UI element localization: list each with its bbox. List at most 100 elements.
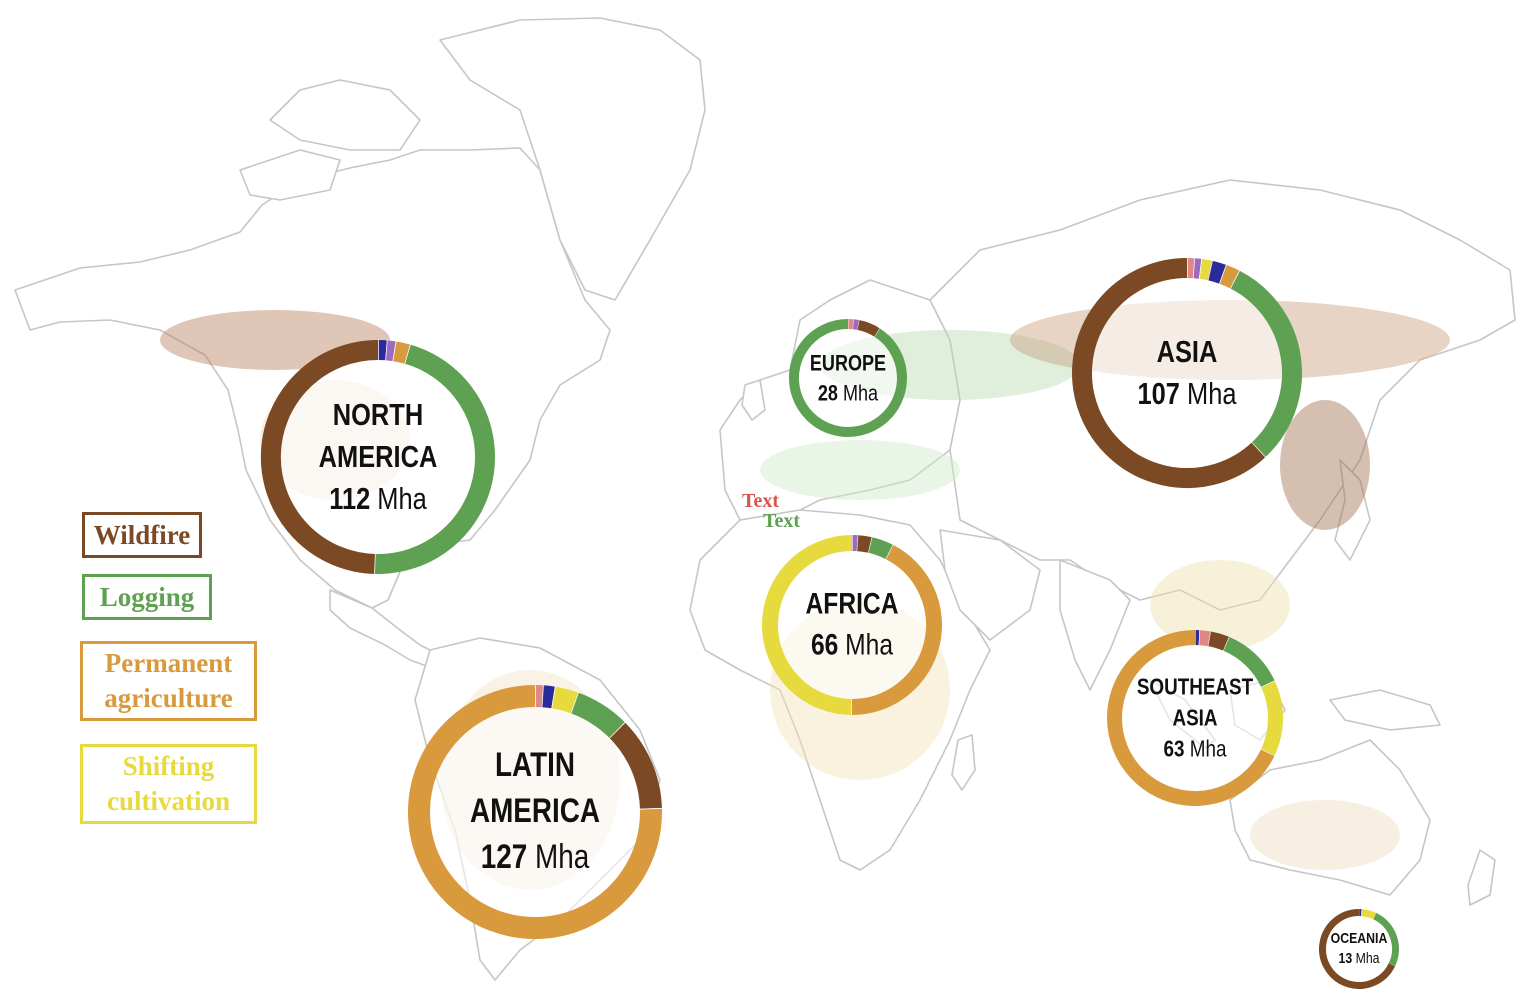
region-name-line: LATIN xyxy=(494,746,576,785)
donut-segment-wildfire xyxy=(609,722,662,810)
region-label-southeast-asia: SOUTHEAST ASIA 63 Mha xyxy=(1124,671,1266,764)
region-amount-unit: Mha xyxy=(1179,376,1237,411)
region-name-line: NORTH xyxy=(332,397,424,433)
donut-segment-wildfire xyxy=(1319,909,1396,989)
donut-oceania xyxy=(1319,908,1399,989)
land-use-patch xyxy=(1150,560,1290,650)
region-amount: 28 Mha xyxy=(810,378,886,408)
donut-center xyxy=(1082,268,1292,478)
region-amount: 107 Mha xyxy=(1138,373,1237,415)
land-use-patch xyxy=(1250,800,1400,870)
region-label-europe: EUROPE 28 Mha xyxy=(802,348,895,407)
donut-southeast-asia xyxy=(1107,629,1283,806)
legend-logging: Logging xyxy=(82,574,212,620)
region-amount-value: 13 xyxy=(1338,950,1353,967)
uk-outline xyxy=(741,379,766,421)
donut-segment-minor-pink xyxy=(1198,630,1211,647)
australia-outline xyxy=(1229,739,1431,896)
donut-separator xyxy=(608,721,626,739)
donut-segment-permanent-agriculture xyxy=(1107,630,1275,806)
donut-segment-urbanization xyxy=(541,685,555,709)
region-name-line: EUROPE xyxy=(809,350,887,376)
donut-north-america xyxy=(260,339,496,575)
donut-latin-america xyxy=(408,684,663,939)
donut-segment-minor-violet xyxy=(385,340,396,362)
region-amount-unit: Mha xyxy=(837,380,879,405)
donut-segment-permanent-agriculture xyxy=(408,685,662,939)
region-label-oceania: OCEANIA 13 Mha xyxy=(1324,929,1393,970)
donut-segment-logging xyxy=(1372,912,1399,967)
greenland-outline xyxy=(439,17,706,301)
region-amount-value: 66 xyxy=(810,628,839,661)
region-name-line: AMERICA xyxy=(469,792,601,831)
new-guinea-outline xyxy=(1329,689,1441,731)
donut-segment-logging xyxy=(1229,270,1302,457)
region-name-line: ASIA xyxy=(1156,334,1218,370)
region-name-line: ASIA xyxy=(1172,704,1218,731)
legend-permanent-agriculture: Permanent agriculture xyxy=(80,641,257,721)
region-amount-unit: Mha xyxy=(527,837,590,876)
donut-center xyxy=(770,543,934,707)
region-amount: 13 Mha xyxy=(1331,949,1388,969)
donut-segment-logging xyxy=(788,319,907,437)
region-amount-unit: Mha xyxy=(370,480,427,516)
region-donuts xyxy=(260,257,1399,989)
new-zealand-outline xyxy=(1467,849,1496,906)
donut-center xyxy=(794,324,902,432)
donut-segment-shifting-cultivation xyxy=(762,535,853,715)
region-amount: 112 Mha xyxy=(319,478,438,520)
donut-segment-minor-violet xyxy=(852,319,860,330)
donut-center xyxy=(1114,637,1276,799)
donut-segment-wildfire xyxy=(856,535,872,553)
madagascar-outline xyxy=(951,734,976,791)
region-name-line: OCEANIA xyxy=(1330,929,1388,947)
region-amount: 127 Mha xyxy=(470,835,600,881)
region-amount-value: 63 xyxy=(1163,735,1185,762)
donut-segment-shifting-cultivation xyxy=(1260,680,1283,756)
region-name-line: AMERICA xyxy=(318,439,438,475)
region-amount-value: 107 xyxy=(1137,376,1180,411)
region-amount-unit: Mha xyxy=(1352,950,1380,967)
donut-asia xyxy=(1072,257,1302,488)
donut-segment-wildfire xyxy=(260,340,379,574)
donut-segment-shifting-cultivation xyxy=(551,686,579,714)
arctic-islands-outline xyxy=(269,79,421,151)
donut-segment-shifting-cultivation xyxy=(1360,909,1377,920)
donut-segment-urbanization xyxy=(1207,260,1226,284)
donut-segment-permanent-agriculture xyxy=(1219,264,1240,289)
region-label-africa: AFRICA 66 Mha xyxy=(795,585,908,666)
region-amount-value: 112 xyxy=(329,480,371,516)
legend-permanent-agriculture-label: Permanent agriculture xyxy=(104,648,233,713)
donut-segment-minor-violet xyxy=(1192,258,1202,279)
donut-segment-permanent-agriculture xyxy=(392,341,410,364)
region-amount-value: 127 xyxy=(480,837,528,876)
donut-segment-logging xyxy=(375,344,496,574)
region-name-line: SOUTHEAST xyxy=(1136,673,1254,700)
region-amount: 66 Mha xyxy=(806,625,899,666)
region-label-latin-america: LATIN AMERICA 127 Mha xyxy=(456,743,615,881)
region-amount-unit: Mha xyxy=(838,628,894,661)
region-label-north-america: NORTH AMERICA 112 Mha xyxy=(306,394,451,520)
donut-center xyxy=(1322,912,1396,986)
legend-shifting-cultivation: Shifting cultivation xyxy=(80,744,257,824)
legend-wildfire-label: Wildfire xyxy=(93,519,191,550)
arctic-islands-outline-2 xyxy=(239,149,341,201)
legend-shifting-cultivation-label: Shifting cultivation xyxy=(106,751,230,816)
stray-text-green: Text xyxy=(763,510,801,532)
donut-separator xyxy=(1251,441,1267,458)
region-amount-value: 28 xyxy=(817,380,838,405)
region-label-asia: ASIA 107 Mha xyxy=(1127,331,1248,415)
donut-segment-wildfire xyxy=(1072,258,1266,488)
region-amount: 63 Mha xyxy=(1137,734,1253,765)
donut-segment-logging xyxy=(570,692,625,739)
land-use-patch xyxy=(760,440,960,500)
legend-logging-label: Logging xyxy=(99,581,195,612)
arabia-outline xyxy=(939,529,1041,641)
donut-segment-logging xyxy=(1222,636,1275,688)
region-name-line: AFRICA xyxy=(805,587,899,621)
donut-segment-shifting-cultivation xyxy=(1198,258,1213,281)
donut-africa xyxy=(762,534,942,716)
land-use-patch xyxy=(1280,400,1370,530)
donut-segment-wildfire xyxy=(1207,631,1229,651)
